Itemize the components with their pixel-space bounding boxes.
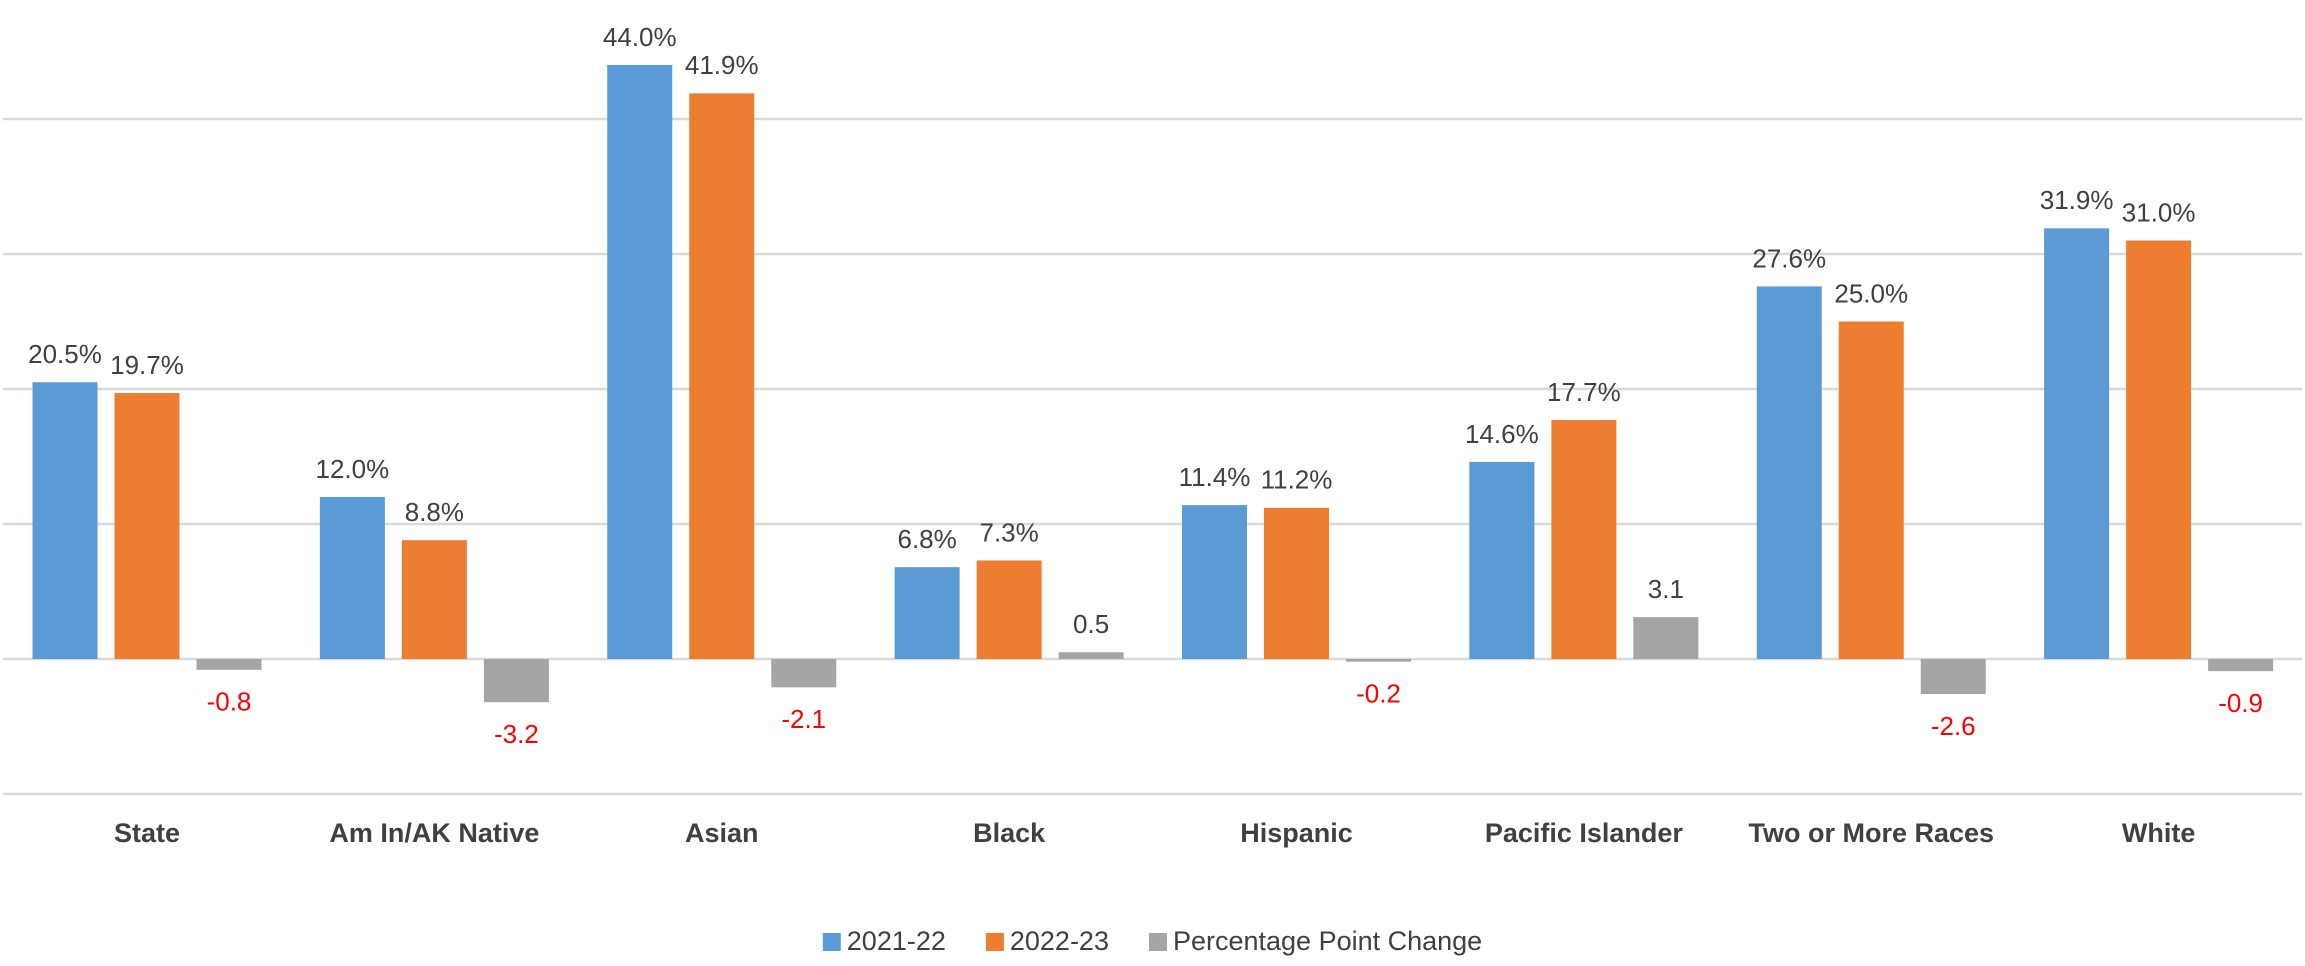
legend-swatch [822, 933, 841, 951]
x-tick-label: State [114, 818, 180, 848]
data-label: -3.2 [494, 719, 539, 749]
bar [2126, 240, 2192, 659]
bar [607, 65, 673, 659]
data-label: 20.5% [28, 339, 102, 369]
data-label: 31.0% [2122, 197, 2196, 227]
bar [319, 497, 385, 659]
data-label: 27.6% [1752, 243, 1826, 273]
data-label: 31.9% [2040, 185, 2114, 215]
data-label: 17.7% [1547, 377, 1621, 407]
bar [1346, 659, 1411, 662]
x-tick-label: Hispanic [1240, 818, 1353, 848]
data-label: -0.2 [1356, 679, 1401, 709]
data-label: 19.7% [110, 350, 184, 380]
legend-swatch [1148, 933, 1167, 951]
bar [689, 93, 755, 660]
data-label: -0.8 [207, 687, 252, 717]
data-label: -2.6 [1931, 711, 1976, 741]
bar [401, 540, 467, 659]
bar [1838, 321, 1904, 659]
bar [2044, 228, 2110, 659]
x-tick-label: Asian [685, 818, 759, 848]
bar [483, 659, 549, 703]
legend-swatch [985, 933, 1004, 951]
data-label: 11.2% [1261, 465, 1333, 495]
data-label: 14.6% [1465, 419, 1539, 449]
bar [114, 393, 180, 659]
data-label: 6.8% [897, 524, 956, 554]
bar [1264, 507, 1329, 659]
bar [894, 567, 960, 659]
bar [1756, 286, 1822, 659]
bar [1469, 461, 1535, 659]
bar [1058, 652, 1124, 659]
x-tick-label: Black [973, 818, 1046, 848]
bar [196, 659, 262, 670]
bar [1920, 659, 1986, 695]
data-label: -0.9 [2218, 688, 2263, 718]
x-tick-label: Two or More Races [1748, 818, 1994, 848]
bar [771, 659, 837, 688]
data-label: 3.1 [1648, 574, 1684, 604]
x-tick-label: White [2122, 818, 2196, 848]
data-label: 11.4% [1179, 462, 1251, 492]
bar [32, 382, 98, 659]
bar [1182, 505, 1247, 659]
legend-label: 2022-23 [1010, 926, 1109, 956]
data-label: -2.1 [781, 704, 826, 734]
data-label: 41.9% [685, 50, 759, 80]
bar [1551, 420, 1617, 659]
data-label: 25.0% [1834, 278, 1908, 308]
data-label: 44.0% [603, 22, 677, 52]
legend-label: 2021-22 [847, 926, 946, 956]
data-label: 8.8% [405, 497, 464, 527]
x-tick-label: Pacific Islander [1485, 818, 1684, 848]
x-tick-label: Am In/AK Native [329, 818, 539, 848]
bar [976, 560, 1042, 659]
data-label: 0.5 [1073, 609, 1109, 639]
data-label: 7.3% [979, 517, 1038, 547]
bar [1633, 617, 1699, 659]
legend-label: Percentage Point Change [1173, 926, 1482, 956]
data-label: 12.0% [316, 454, 390, 484]
bar [2208, 659, 2274, 672]
